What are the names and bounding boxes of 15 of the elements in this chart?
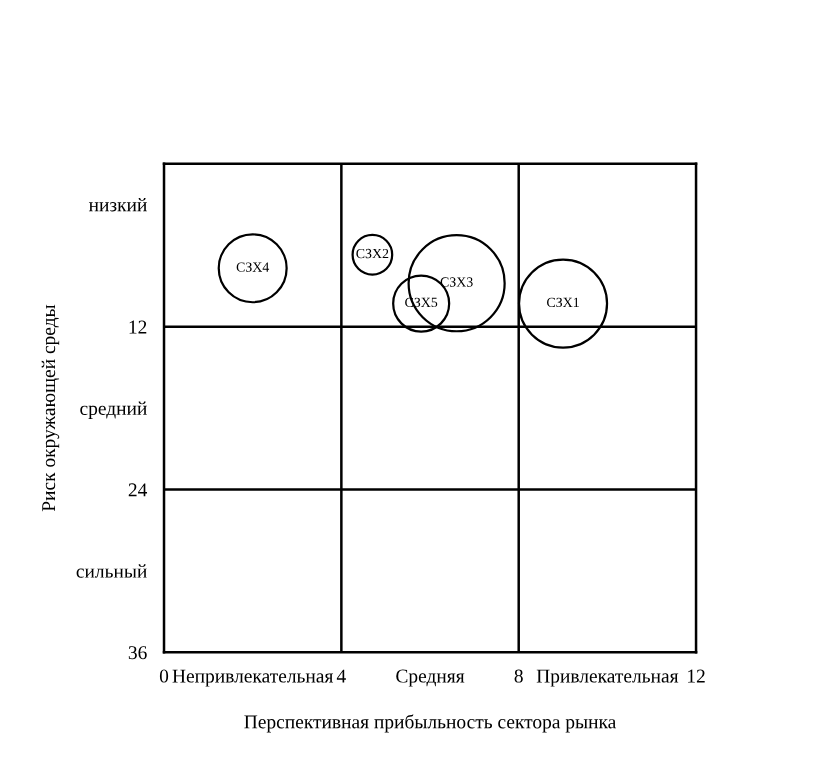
y-tick-label: низкий [88,197,147,212]
x-tick-label: 4 [336,669,346,683]
x-tick-label: Средняя [396,669,465,687]
x-tick-label: 12 [688,669,705,683]
x-tick-label: Непривлекательная [172,669,334,687]
y-axis-title: Риск окружающей среды [41,304,60,512]
y-tick-label: 24 [128,483,148,497]
x-tick-label: 8 [514,669,523,683]
x-tick-label: Привлекательная [536,669,679,687]
y-tick-label: 36 [128,646,147,660]
x-tick-label: 0 [159,669,169,683]
y-tick-label: средний [80,401,147,419]
y-tick-label: сильный [76,564,147,578]
y-tick-label: 12 [129,320,147,334]
x-axis-title: Перспективная прибыльность сектора рынка [244,714,617,733]
